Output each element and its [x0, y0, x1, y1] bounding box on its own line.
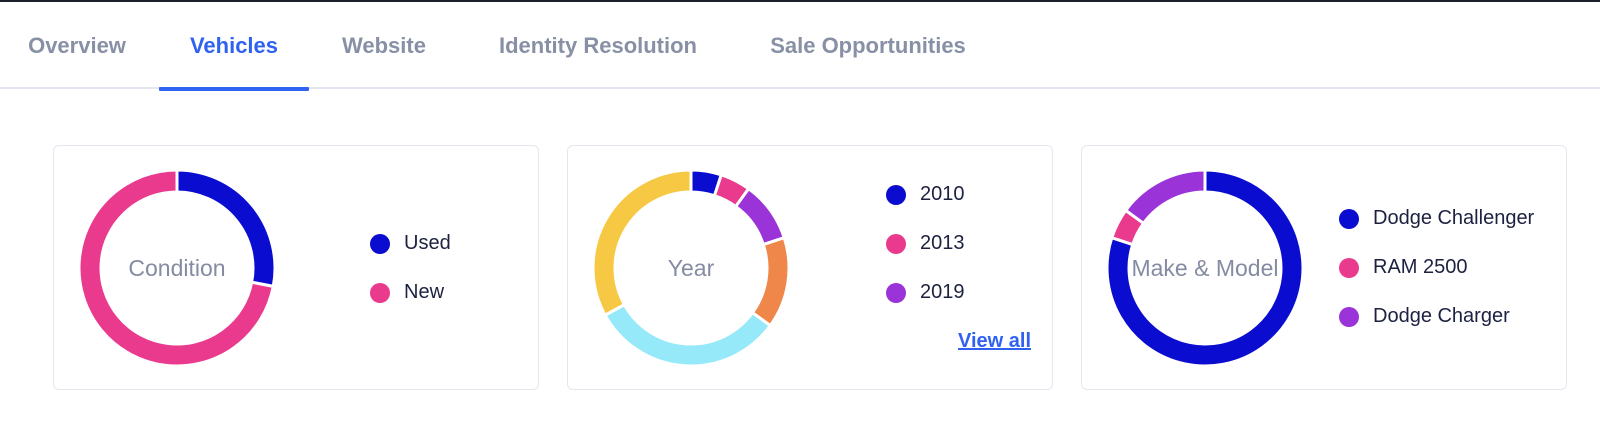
- legend-label: Dodge Charger: [1373, 305, 1510, 327]
- legend-item-dodge-charger: Dodge Charger: [1339, 305, 1510, 328]
- legend-item-used: Used: [370, 232, 451, 255]
- legend-label: 2013: [920, 232, 965, 254]
- donut-slice-2019[interactable]: [733, 186, 787, 247]
- legend-item-new: New: [370, 281, 444, 304]
- legend-label: Used: [404, 232, 451, 254]
- legend-label: Dodge Challenger: [1373, 207, 1535, 229]
- donut-slice-dodge-charger[interactable]: [1123, 168, 1207, 226]
- window-top-border: [0, 0, 1600, 2]
- tab-bar: Overview Vehicles Website Identity Resol…: [0, 2, 1600, 91]
- legend-item-2019: 2019: [886, 281, 965, 304]
- year-donut-chart: Year: [591, 168, 791, 368]
- donut-slice-segment-3[interactable]: [750, 235, 791, 328]
- legend-dot: [886, 233, 906, 254]
- legend-label: 2010: [920, 183, 965, 205]
- make-model-chart-card: Make & Model Dodge Challenger RAM 2500 D…: [1081, 145, 1567, 390]
- legend-dot: [1339, 306, 1359, 327]
- legend-item-2010: 2010: [886, 183, 965, 206]
- donut-slice-dodge-challenger[interactable]: [1105, 168, 1305, 368]
- tab-identity-resolution[interactable]: Identity Resolution: [499, 32, 697, 58]
- legend-dot: [370, 282, 390, 303]
- legend-item-2013: 2013: [886, 232, 965, 255]
- condition-donut-chart: Condition: [77, 168, 277, 368]
- legend-dot: [886, 282, 906, 303]
- legend-item-dodge-challenger: Dodge Challenger: [1339, 207, 1534, 230]
- donut-slice-segment-5[interactable]: [591, 168, 693, 318]
- condition-chart-card: Condition Used New: [53, 145, 539, 390]
- donut-slice-segment-4[interactable]: [603, 302, 773, 368]
- legend-label: New: [404, 281, 445, 303]
- condition-center-label: Condition: [128, 255, 225, 281]
- tab-overview[interactable]: Overview: [28, 32, 126, 58]
- tab-vehicles[interactable]: Vehicles: [159, 2, 309, 91]
- make-model-center-label: Make & Model: [1131, 255, 1278, 281]
- legend-dot: [1339, 257, 1359, 278]
- tab-sale-opportunities[interactable]: Sale Opportunities: [770, 32, 966, 58]
- legend-dot: [1339, 208, 1359, 229]
- legend-dot: [370, 233, 390, 254]
- legend-label: RAM 2500: [1373, 256, 1468, 278]
- make-model-donut-chart: Make & Model: [1105, 168, 1305, 368]
- tab-website[interactable]: Website: [342, 32, 426, 58]
- donut-slice-new[interactable]: [77, 168, 276, 368]
- legend-item-ram-2500: RAM 2500: [1339, 256, 1468, 279]
- legend-label: 2019: [920, 281, 965, 303]
- year-center-label: Year: [668, 255, 715, 281]
- legend-dot: [886, 184, 906, 205]
- year-chart-card: Year 2010 2013 2019 View all: [567, 145, 1053, 390]
- view-all-link[interactable]: View all: [958, 330, 1032, 352]
